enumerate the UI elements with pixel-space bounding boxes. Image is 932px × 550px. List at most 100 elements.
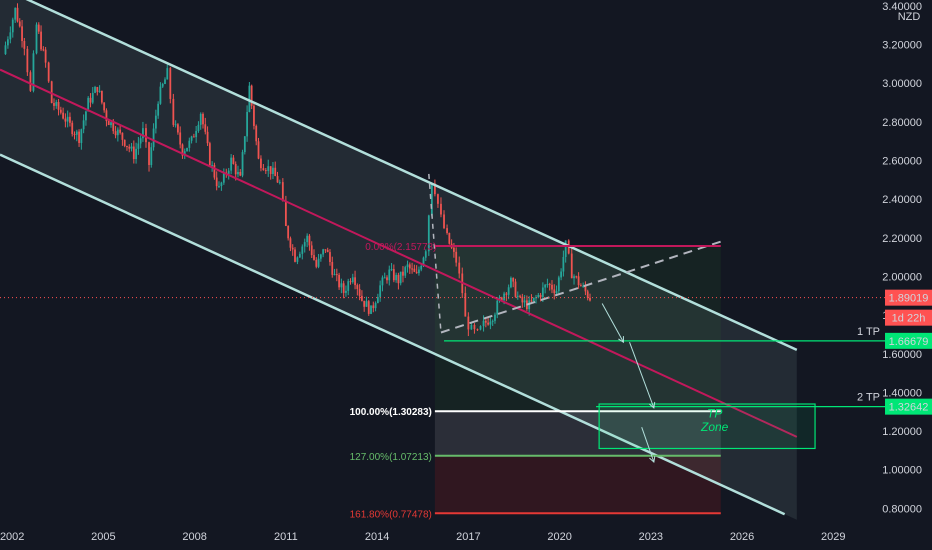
candle-body — [420, 266, 423, 270]
channel-upper-line[interactable] — [24, 0, 798, 352]
candle-body — [408, 264, 411, 269]
drawing-layer[interactable]: 0.00%(2.15773) 100.00%(1.30283) 127.00%(… — [0, 0, 932, 520]
candle-body — [157, 103, 160, 116]
fib-level-0-label: 0.00%(2.15773) — [365, 242, 436, 253]
price-axis[interactable]: 3.40000 3.20000 3.00000 2.80000 2.60000 2.400… — [882, 0, 932, 520]
fib-zone-lower — [434, 455, 721, 514]
candle-body — [306, 235, 309, 243]
candle-body — [470, 324, 473, 330]
candle-body — [422, 257, 425, 267]
target-2-name: 2 TP — [857, 392, 880, 404]
candle-body — [190, 136, 193, 141]
candle-body — [255, 125, 258, 142]
time-tick-label: 2005 — [91, 531, 115, 543]
candle-body — [291, 247, 294, 250]
candle-body — [85, 111, 87, 121]
candle-body — [427, 215, 430, 252]
fib-level-127-label: 127.00%(1.07213) — [350, 452, 432, 463]
candle-body — [584, 285, 587, 292]
candle-body — [326, 249, 329, 253]
candle-body — [402, 271, 404, 276]
candle-body — [132, 146, 135, 160]
candle-body — [188, 140, 191, 148]
candle-body — [272, 167, 274, 174]
candle-body — [269, 166, 272, 174]
candle-body — [313, 255, 315, 260]
time-tick-label: 2008 — [182, 531, 206, 543]
candle-body — [516, 295, 519, 297]
candle-body — [372, 305, 375, 309]
candle-body — [335, 274, 338, 276]
time-tick-label: 2020 — [547, 531, 571, 543]
candle-body — [329, 252, 331, 262]
candle-body — [388, 269, 391, 281]
time-axis[interactable]: 2002 2005 2008 2011 2014 2017 2020 2023 2026 2029 — [0, 520, 932, 550]
candle-body — [222, 172, 225, 183]
candle-body — [324, 249, 327, 251]
candle-body — [154, 115, 157, 129]
candle-body — [395, 274, 398, 281]
channel-lower-line[interactable] — [0, 153, 786, 516]
candle-body — [112, 122, 115, 132]
candle-body — [548, 284, 551, 286]
candle-body — [448, 233, 451, 244]
candle-body — [274, 167, 277, 177]
candle-body — [489, 321, 492, 325]
candle-body — [365, 301, 368, 307]
candle-body — [199, 113, 202, 125]
candle-body — [123, 139, 126, 146]
candle-body — [386, 277, 388, 281]
candle-body — [345, 290, 347, 293]
candle-body — [523, 300, 526, 303]
candle-body — [294, 249, 296, 262]
candle-body — [383, 277, 386, 279]
price-tick-label: 2.20000 — [882, 233, 922, 245]
projection-arrows[interactable] — [601, 303, 656, 463]
candle-body — [237, 171, 239, 175]
time-tick-label: 2011 — [274, 531, 298, 543]
candle-body — [406, 264, 409, 268]
dashed-trendline[interactable] — [440, 240, 722, 334]
candle-body — [152, 128, 155, 148]
candle-body — [23, 40, 26, 49]
candle-body — [218, 186, 220, 188]
price-tick-label: 2.60000 — [882, 155, 922, 167]
candle-body — [262, 168, 265, 171]
projection-arrow — [629, 341, 655, 409]
candle-body — [370, 305, 372, 314]
candle-body — [397, 274, 400, 284]
candle-body — [521, 296, 524, 303]
dashed-drop-line[interactable] — [428, 173, 442, 333]
price-tick-label: 1.20000 — [882, 426, 922, 438]
candle-body — [390, 269, 393, 271]
candle-body — [213, 165, 216, 178]
candle-body — [37, 24, 40, 32]
candle-body — [195, 130, 198, 138]
candle-body — [479, 326, 482, 330]
candle-body — [64, 118, 67, 122]
tp-zone-box[interactable] — [598, 403, 816, 450]
target-2-price-tag — [885, 398, 932, 415]
countdown-tag — [885, 309, 932, 326]
channel-midline[interactable] — [0, 68, 798, 438]
candle-body — [55, 102, 58, 106]
candle-body — [186, 147, 188, 152]
candle-body — [541, 287, 544, 298]
candle-body — [284, 200, 287, 226]
fib-zone-upper — [434, 245, 721, 412]
candle-body — [42, 49, 45, 51]
candle-body — [446, 228, 448, 234]
fib-level-100-label: 100.00%(1.30283) — [350, 407, 432, 418]
candle-body — [342, 283, 345, 293]
candle-body — [103, 102, 106, 111]
candle-body — [7, 39, 9, 46]
candle-body — [586, 291, 589, 298]
candle-body — [539, 294, 542, 298]
candle-body — [298, 253, 301, 258]
candle-body — [257, 141, 260, 159]
candle-body — [119, 129, 122, 133]
candle-body — [455, 251, 458, 263]
candle-body — [374, 303, 377, 309]
candle-body — [50, 81, 53, 104]
